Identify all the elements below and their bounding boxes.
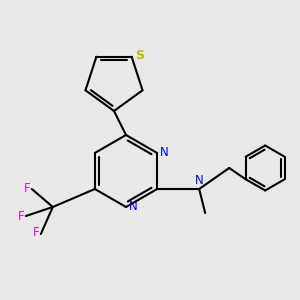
Text: F: F	[24, 182, 30, 196]
Text: N: N	[195, 175, 204, 188]
Text: N: N	[160, 146, 169, 160]
Text: N: N	[129, 200, 138, 214]
Text: F: F	[33, 226, 39, 239]
Text: F: F	[18, 209, 24, 223]
Text: S: S	[135, 49, 144, 62]
